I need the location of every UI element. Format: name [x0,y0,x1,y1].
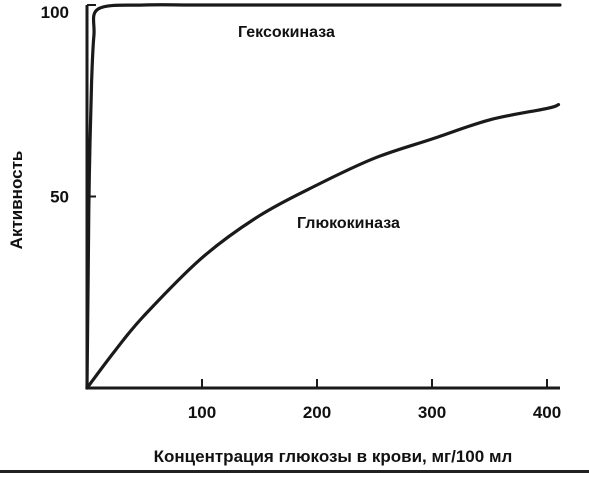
y-tick-label: 100 [41,3,69,22]
series-layer [85,3,562,390]
y-axis-label: Активность [7,151,26,250]
axes: 100 200 300 400 50 100 [41,3,562,422]
x-tick-label: 400 [533,403,561,422]
series-line-hexokinase [85,3,562,390]
x-tick-label: 200 [303,403,331,422]
x-tick-label: 100 [188,403,216,422]
series-line-glucokinase [85,103,561,390]
x-axis-label: Концентрация глюкозы в крови, мг/100 мл [154,447,513,466]
bottom-rule [0,470,589,473]
y-tick-label: 50 [50,188,69,207]
series-label-hexokinase: Гексокиназа [238,24,335,41]
x-tick-label: 300 [418,403,446,422]
labels: Активность Концентрация глюкозы в крови,… [7,24,512,466]
series-label-glucokinase: Глюкокиназа [297,215,400,232]
